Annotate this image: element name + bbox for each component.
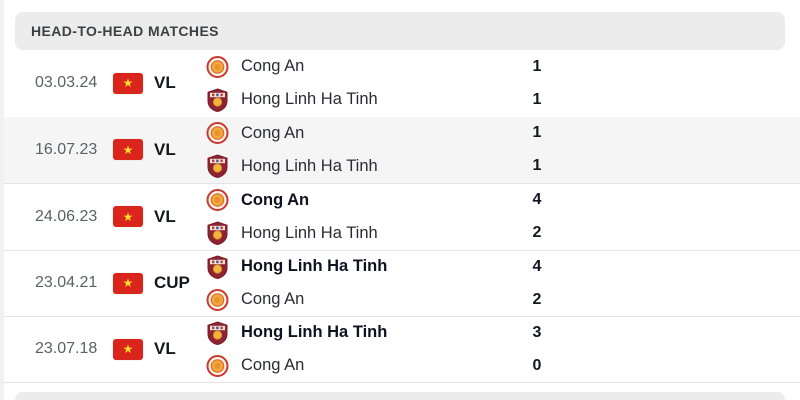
page-edge-strip [0, 0, 4, 400]
section-title: HEAD-TO-HEAD MATCHES [31, 23, 219, 39]
teams-block: Cong An 4 Hong Linh Ha Tinh 2 [206, 184, 548, 250]
flag-star-icon: ★ [122, 142, 134, 157]
flag-star-icon: ★ [122, 76, 134, 91]
home-team-line: Hong Linh Ha Tinh 3 [206, 316, 548, 349]
competition-label: VL [154, 206, 176, 226]
team-name: Cong An [241, 123, 305, 142]
team-score: 1 [532, 90, 542, 108]
hong-linh-ha-tinh-badge-icon [206, 154, 229, 179]
cong-an-badge-icon [206, 354, 229, 378]
match-row[interactable]: 23.04.21 ★ CUP Hong Linh Ha Tinh 4 Cong … [0, 249, 800, 316]
competition-label: VL [154, 139, 176, 159]
match-date: 23.07.18 [35, 340, 98, 358]
teams-block: Cong An 1 Hong Linh Ha Tinh 1 [206, 117, 548, 183]
team-score: 1 [532, 124, 542, 142]
team-name: Hong Linh Ha Tinh [241, 223, 378, 242]
competition-label: CUP [154, 273, 190, 293]
team-name: Cong An [241, 57, 305, 76]
team-score: 1 [532, 157, 542, 175]
away-team-line: Hong Linh Ha Tinh 1 [206, 150, 548, 183]
team-name: Hong Linh Ha Tinh [241, 156, 378, 175]
home-team-line: Hong Linh Ha Tinh 4 [206, 250, 548, 283]
away-team-line: Cong An 2 [206, 283, 548, 316]
vietnam-flag-icon: ★ [113, 272, 143, 294]
match-date: 16.07.23 [35, 140, 98, 158]
team-score: 0 [532, 356, 542, 374]
match-list: 03.03.24 ★ VL Cong An 1 Hong Linh Ha Tin… [0, 50, 800, 383]
away-team-line: Hong Linh Ha Tinh 2 [206, 217, 548, 250]
match-row[interactable]: 24.06.23 ★ VL Cong An 4 Hong Linh Ha Tin… [0, 183, 800, 250]
match-date: 23.04.21 [35, 274, 98, 292]
competition-label: VL [154, 73, 176, 93]
team-score: 3 [532, 323, 542, 341]
teams-block: Hong Linh Ha Tinh 3 Cong An 0 [206, 316, 548, 382]
flag-star-icon: ★ [122, 342, 134, 357]
match-row[interactable]: 16.07.23 ★ VL Cong An 1 Hong Linh Ha Tin… [0, 116, 800, 183]
home-team-line: Cong An 1 [206, 50, 548, 83]
next-section-edge [15, 392, 785, 400]
team-score: 1 [532, 57, 542, 75]
flag-star-icon: ★ [122, 276, 134, 291]
match-date: 03.03.24 [35, 74, 98, 92]
team-name: Hong Linh Ha Tinh [241, 90, 378, 109]
flag-star-icon: ★ [122, 209, 134, 224]
cong-an-badge-icon [206, 121, 229, 145]
hong-linh-ha-tinh-badge-icon [206, 255, 229, 279]
cong-an-badge-icon [206, 288, 229, 312]
away-team-line: Hong Linh Ha Tinh 1 [206, 83, 548, 116]
teams-block: Cong An 1 Hong Linh Ha Tinh 1 [206, 50, 548, 116]
vietnam-flag-icon: ★ [113, 338, 143, 360]
away-team-line: Cong An 0 [206, 349, 548, 382]
team-score: 2 [532, 224, 542, 242]
home-team-line: Cong An 4 [206, 184, 548, 217]
team-score: 4 [532, 191, 542, 209]
vietnam-flag-icon: ★ [113, 206, 143, 228]
match-row[interactable]: 23.07.18 ★ VL Hong Linh Ha Tinh 3 Cong A… [0, 316, 800, 383]
team-name: Hong Linh Ha Tinh [241, 323, 388, 342]
team-score: 4 [532, 257, 542, 275]
team-name: Cong An [241, 290, 305, 309]
team-name: Hong Linh Ha Tinh [241, 257, 388, 276]
teams-block: Hong Linh Ha Tinh 4 Cong An 2 [206, 250, 548, 316]
match-date: 24.06.23 [35, 207, 98, 225]
competition-label: VL [154, 339, 176, 359]
cong-an-badge-icon [206, 188, 229, 212]
vietnam-flag-icon: ★ [113, 139, 143, 161]
home-team-line: Cong An 1 [206, 117, 548, 150]
hong-linh-ha-tinh-badge-icon [206, 321, 229, 345]
hong-linh-ha-tinh-badge-icon [206, 88, 229, 112]
team-score: 2 [532, 290, 542, 308]
section-header: HEAD-TO-HEAD MATCHES [15, 12, 785, 50]
match-row[interactable]: 03.03.24 ★ VL Cong An 1 Hong Linh Ha Tin… [0, 50, 800, 117]
team-name: Cong An [241, 190, 310, 209]
vietnam-flag-icon: ★ [113, 72, 143, 94]
team-name: Cong An [241, 356, 305, 375]
cong-an-badge-icon [206, 55, 229, 79]
hong-linh-ha-tinh-badge-icon [206, 221, 229, 246]
